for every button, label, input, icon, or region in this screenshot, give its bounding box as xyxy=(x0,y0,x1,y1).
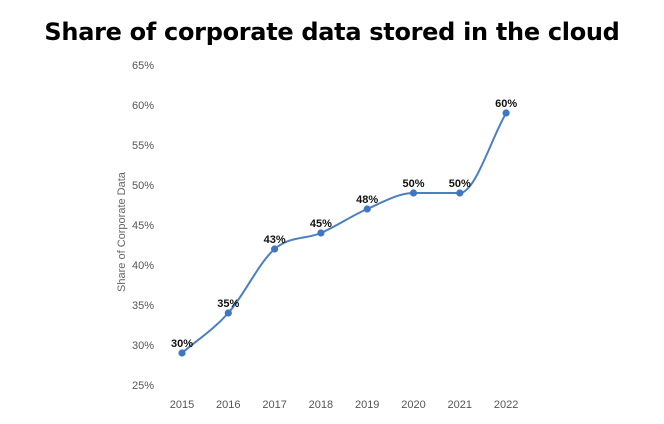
x-tick-label: 2015 xyxy=(170,399,194,411)
x-tick-label: 2019 xyxy=(355,399,379,411)
data-label: 50% xyxy=(402,178,424,190)
y-tick-label: 40% xyxy=(132,260,154,272)
data-point xyxy=(456,189,464,197)
x-tick-label: 2020 xyxy=(401,399,425,411)
chart-title: Share of corporate data stored in the cl… xyxy=(44,18,620,46)
data-point xyxy=(224,309,232,317)
y-tick-label: 55% xyxy=(132,140,154,152)
x-axis-ticks: 2015 2016 2017 2018 2019 2020 2021 2022 xyxy=(170,399,519,411)
data-label: 60% xyxy=(495,98,517,110)
x-tick-label: 2016 xyxy=(216,399,240,411)
data-point xyxy=(502,109,510,117)
data-labels: 30% 35% 43% 45% 48% 50% 50% 60% xyxy=(171,98,517,350)
series-line xyxy=(181,112,507,354)
data-point xyxy=(271,245,279,253)
y-tick-label: 60% xyxy=(132,100,154,112)
y-tick-label: 30% xyxy=(132,340,154,352)
data-point xyxy=(178,349,186,357)
y-tick-label: 50% xyxy=(132,180,154,192)
data-label: 35% xyxy=(217,298,239,310)
data-points xyxy=(178,109,510,357)
data-point xyxy=(409,189,418,197)
data-point xyxy=(317,229,325,237)
data-label: 48% xyxy=(356,194,378,206)
y-axis-label: Share of Corporate Data xyxy=(116,171,128,292)
y-tick-label: 65% xyxy=(132,60,154,72)
y-tick-label: 45% xyxy=(132,220,154,232)
y-tick-label: 35% xyxy=(132,300,154,312)
data-point xyxy=(363,205,371,213)
data-label: 45% xyxy=(310,218,332,230)
x-tick-label: 2022 xyxy=(494,399,518,411)
data-label: 50% xyxy=(449,178,471,190)
data-label: 43% xyxy=(264,234,286,246)
x-tick-label: 2018 xyxy=(309,399,333,411)
x-tick-label: 2021 xyxy=(448,399,472,411)
x-tick-label: 2017 xyxy=(262,399,286,411)
data-label: 30% xyxy=(171,338,193,350)
y-axis-ticks: 25% 30% 35% 40% 45% 50% 55% 60% 65% xyxy=(132,60,154,392)
y-tick-label: 25% xyxy=(132,380,154,392)
